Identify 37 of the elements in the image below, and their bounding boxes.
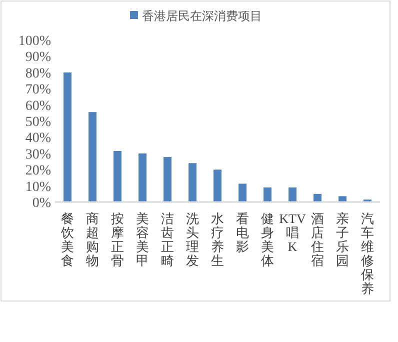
bar [64,72,72,202]
bar [288,187,296,202]
bar [338,196,346,202]
bar [264,187,272,202]
x-tick-label: 酒店住宿 [310,211,324,268]
x-tick-label: 美容美甲 [136,211,149,268]
y-tick-label: 90% [25,50,52,66]
y-tick-label: 80% [25,66,52,82]
x-tick-label: 商超购物 [86,211,99,268]
y-tick-label: 60% [25,98,52,114]
y-tick-label: 70% [25,82,52,98]
bar [138,153,146,202]
x-tick-label: 健身美体 [261,211,274,268]
x-tick-label: 看电影 [236,211,249,254]
x-tick-label: 洁齿正畸 [161,211,174,268]
x-tick-label: 汽车维修保养 [361,211,374,296]
x-tick-label: 亲子乐园 [336,211,349,268]
bar [214,170,222,202]
legend-label: 香港居民在深消费项目 [142,9,262,23]
x-tick-label: 按摩正骨 [111,211,124,268]
bar [188,163,196,202]
y-tick-label: 30% [25,147,52,162]
y-tick-label: 10% [25,180,52,195]
y-tick-label: 20% [25,164,52,179]
y-tick-label: 100% [18,34,52,49]
x-tick-label: 餐饮美食 [60,211,74,268]
bar [164,156,172,202]
bar [114,150,122,202]
y-tick-label: 0% [32,196,52,211]
y-tick-label: 40% [25,131,52,146]
bar [238,184,246,202]
x-tick-label: 洗头理发 [186,211,199,268]
bar [314,194,322,202]
x-tick-label: KTV唱K [279,211,306,254]
y-tick-label: 50% [25,115,52,130]
x-tick-label: 水疗养生 [211,211,224,268]
bar [88,112,96,202]
